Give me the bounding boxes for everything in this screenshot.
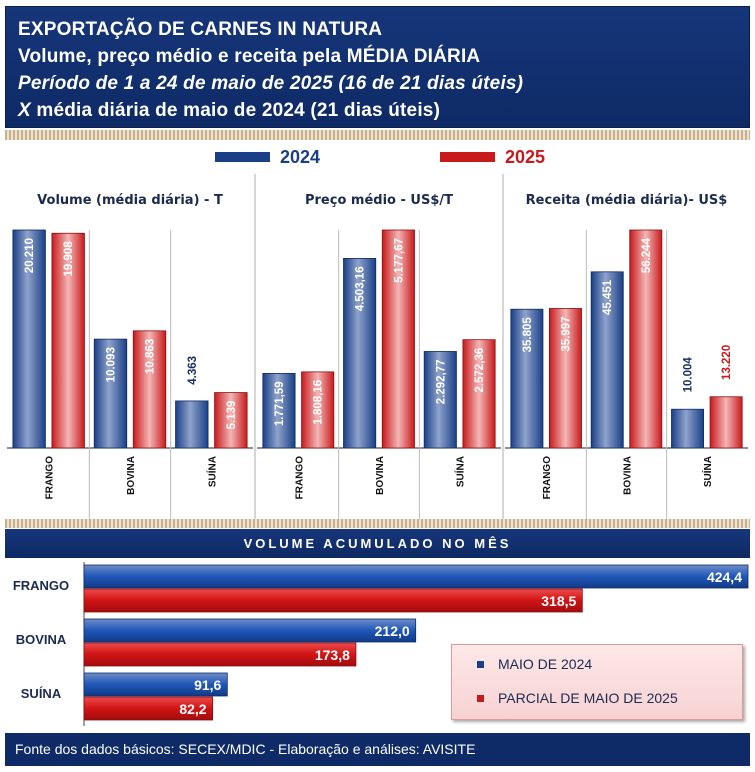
bar-2025-frango [51,232,85,449]
bar-2024-suína [423,351,457,449]
category-label: SUÍNA [701,456,714,487]
category-label: FRANGO [294,456,305,500]
acc-legend-label-2025: PARCIAL DE MAIO DE 2025 [498,690,678,706]
bar-label: 2.292,77 [435,359,447,404]
acc-bar-2025 [83,696,214,721]
panel-title: Preço médio - US$/T [305,193,453,208]
bar-2025-suína [214,392,248,449]
accumulated-legend: MAIO DE 2024 PARCIAL DE MAIO DE 2025 [451,644,743,720]
acc-bar-2024 [83,672,228,697]
bar-2024-bovina [343,257,377,449]
bar-label: 35.805 [522,317,534,353]
bar-label: 1.808,16 [313,380,325,425]
bar-label: 2.572,36 [474,348,486,393]
report-header: EXPORTAÇÃO DE CARNES IN NATURA Volume, p… [5,6,750,128]
acc-category-label: SUÍNA [21,686,62,701]
legend-swatch-2024 [215,152,270,162]
top-charts-layer: Volume (média diária) - T 20.210 19.908 FRA… [7,174,748,520]
top-charts-area: Volume (média diária) - T 20.210 19.908 FRA… [5,174,750,520]
bar-2025-frango [548,308,582,449]
acc-row-frango: FRANGO 424,4 318,5 [13,564,749,613]
bar-label: 4.363 [187,356,199,385]
separator-top [5,130,750,140]
bar-2024-frango [510,308,544,449]
acc-legend-label-2024: MAIO DE 2024 [498,656,593,672]
acc-legend-swatch-2025 [477,694,484,702]
bar-label: 20.210 [24,238,36,273]
acc-row-suína: SUÍNA 91,6 82,2 [21,672,228,721]
bar-label: 4.503,16 [355,266,367,311]
header-comparison-text: média diária de maio de 2024 (21 dias út… [30,100,441,121]
footer-source: Fonte dos dados básicos: SECEX/MDIC - El… [5,733,750,766]
category-label: BOVINA [126,456,137,495]
bar-label: 45.451 [602,279,614,315]
header-subtitle: Volume, preço médio e receita pela MÉDIA… [18,46,481,67]
acc-row-bovina: BOVINA 212,0 173,8 [16,618,417,667]
legend-label-2024: 2024 [280,146,321,167]
top-bar-charts: Volume (média diária) - T 20.210 19.908 FRA… [7,174,748,520]
legend-item-2025: 2025 [440,144,545,170]
bar-label: 5.177,67 [393,238,405,283]
acc-bar-2025 [83,588,583,613]
legend-item-2024: 2024 [215,144,320,170]
bar-label: 10.863 [145,339,157,374]
bar-2025-frango [301,371,335,449]
bar-label: 19.908 [63,241,75,277]
bar-2024-frango [12,229,46,449]
bar-2024-frango [262,373,296,449]
header-comparison-x: X [18,100,31,121]
panel-title: Receita (média diária)- US$ [526,193,728,208]
bar-2025-suína [709,396,743,449]
category-label: SUÍNA [205,456,218,487]
acc-legend-item-2024: MAIO DE 2024 [477,656,592,672]
acc-bar-2024 [83,618,417,643]
acc-bar-label: 424,4 [707,569,742,585]
legend-swatch-2025 [440,152,495,162]
acc-bar-2025 [83,642,357,667]
panel-1: Volume (média diária) - T 20.210 19.908 FRA… [7,193,253,520]
acc-legend-swatch-2024 [477,660,484,668]
header-comparison: X média diária de maio de 2024 (21 dias … [18,97,737,124]
acc-bar-label: 173,8 [315,647,350,663]
separator-middle [5,519,750,528]
bar-2025-bovina [629,229,663,449]
bar-2024-suína [671,408,705,449]
bar-label: 5.139 [226,401,238,430]
acc-bar-2024 [83,564,749,589]
category-label: BOVINA [375,456,386,495]
bar-2025-bovina [381,229,415,449]
bar-label: 1.771,59 [274,381,286,426]
acc-category-label: FRANGO [13,578,69,593]
acc-bar-label: 318,5 [541,593,576,609]
bar-label: 10.093 [105,347,117,382]
header-period: Período de 1 a 24 de maio de 2025 (16 de… [18,73,524,94]
panel-3: Receita (média diária)- US$ 35.805 35.997 F… [502,174,748,520]
accumulated-layer: FRANGO 424,4 318,5 BOVINA 212,0 173,8 SUÍNA 91,… [13,562,749,726]
bar-label: 56.244 [641,237,653,273]
bar-label: 10.004 [683,357,695,393]
category-label: BOVINA [623,456,634,495]
top-legend: 2024 2025 [5,142,750,172]
category-label: FRANGO [542,456,553,500]
bar-2024-bovina [590,271,624,449]
acc-category-label: BOVINA [16,632,67,647]
acc-bar-label: 212,0 [375,623,410,639]
acc-legend-item-2025: PARCIAL DE MAIO DE 2025 [477,690,678,706]
panel-title: Volume (média diária) - T [37,193,223,208]
bar-2024-suína [175,400,209,449]
acc-bar-label: 91,6 [194,677,221,693]
category-label: FRANGO [45,456,56,500]
acc-bar-label: 82,2 [179,701,206,717]
header-title: EXPORTAÇÃO DE CARNES IN NATURA [18,19,383,40]
bar-label: 13.220 [721,345,733,380]
accumulated-title: VOLUME ACUMULADO NO MÊS [5,529,750,558]
category-label: SUÍNA [454,456,467,487]
panel-2: Preço médio - US$/T 1.771,59 1.808,16 FRANG… [254,174,501,520]
legend-label-2025: 2025 [505,146,546,167]
bar-2025-bovina [132,330,167,449]
bar-2024-bovina [93,338,128,449]
bar-2025-suína [462,339,496,449]
accumulated-bar-chart: FRANGO 424,4 318,5 BOVINA 212,0 173,8 SUÍNA 91,… [13,562,749,726]
bar-label: 35.997 [560,316,572,351]
